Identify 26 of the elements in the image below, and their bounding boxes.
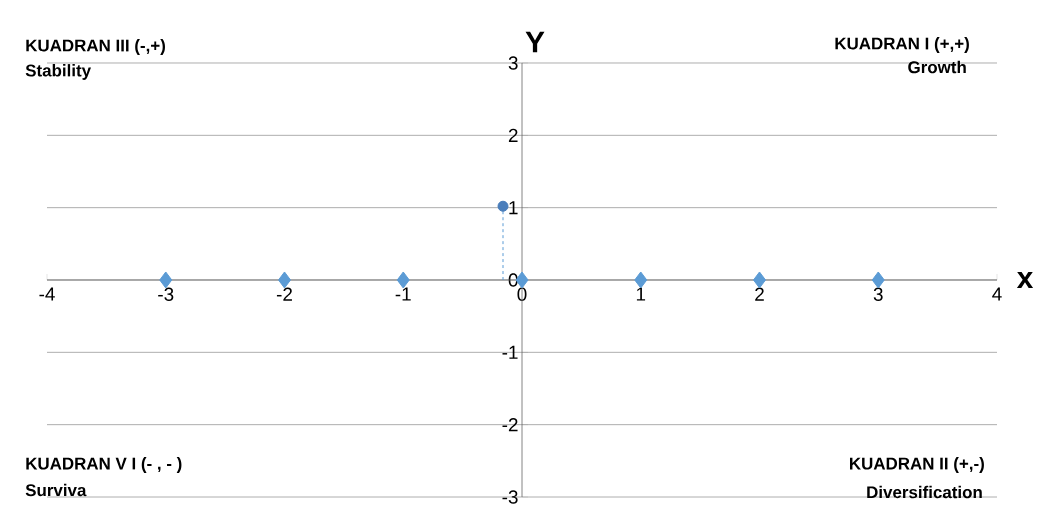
x-tick-label: -4 [39,287,55,301]
x-tick-label: 2 [755,287,764,301]
y-tick-label: -2 [502,418,518,432]
annotation: KUADRAN II (+,-) [850,457,984,473]
x-tick-label: 0 [517,287,527,301]
annotation: Surviva [25,483,87,497]
x-tick-label: -1 [395,287,411,301]
x-tick-label: -2 [276,287,292,301]
y-tick-label: -3 [502,490,518,504]
x-tick-label: 4 [992,287,1002,301]
x-tick-label: -3 [158,287,174,301]
y-axis-title: Y [525,31,545,53]
y-tick-label: 0 [508,273,518,287]
x-tick-label: 3 [873,287,883,301]
text: KUADRAN III (-,+) [26,39,165,55]
annotation: Growth [908,60,966,74]
y-tick-label: 1 [509,201,518,215]
y-tick-label: 2 [508,128,518,142]
x-tick-label: 1 [636,287,646,301]
y-tick-label: 3 [508,56,518,70]
y-tick-label: -1 [502,345,518,359]
x-axis-title: x [1016,272,1034,288]
annotation: Diversification [867,485,982,499]
text: KUADRAN I (+,+) [835,37,969,53]
annotation: KUADRAN V I (- , - ) [26,457,182,473]
annotation: Stability [25,64,91,80]
